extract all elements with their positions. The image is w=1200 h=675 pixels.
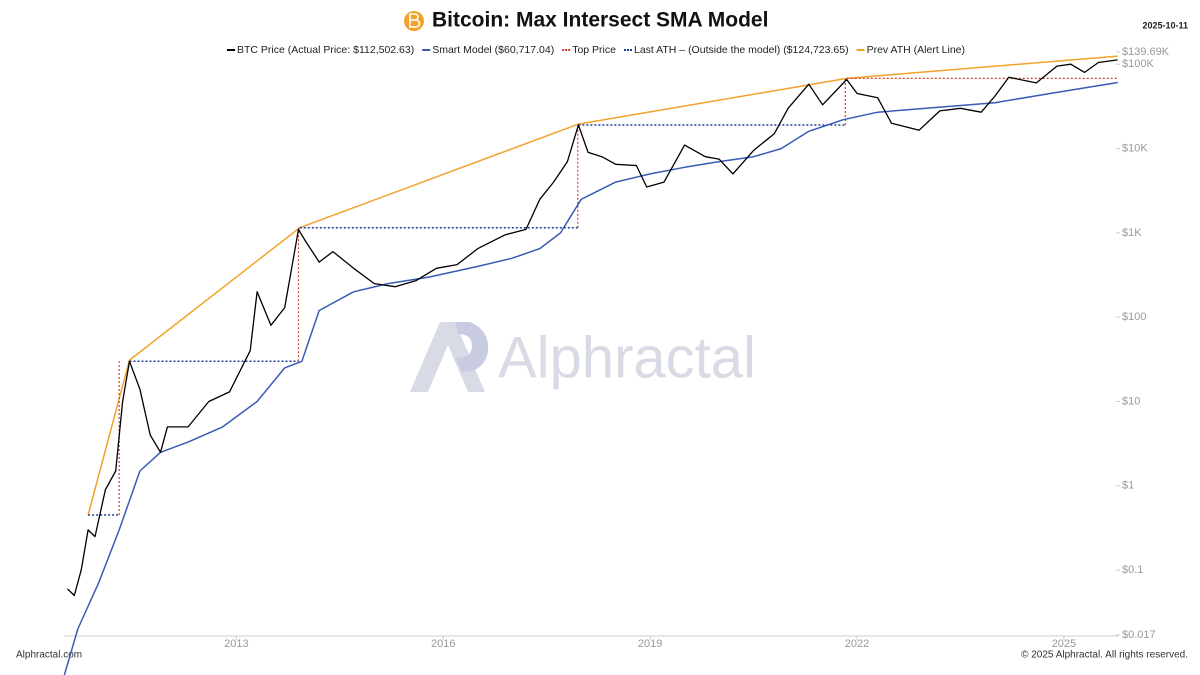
legend-item: Smart Model ($60,717.04) (422, 44, 554, 56)
legend-item: Prev ATH (Alert Line) (856, 44, 965, 56)
watermark-logo (455, 322, 489, 372)
y-tick-label: $100 (1122, 311, 1146, 323)
x-tick-label: 2013 (224, 638, 248, 650)
watermark-logo (410, 322, 485, 392)
legend-label: BTC Price (Actual Price: $112,502.63) (237, 44, 414, 56)
legend-label: Prev ATH (Alert Line) (867, 44, 965, 56)
y-tick-label: $10K (1122, 142, 1148, 154)
plot (63, 55, 1118, 675)
copyright: © 2025 Alphractal. All rights reserved. (1021, 650, 1188, 661)
watermark-text: Alphractal (498, 325, 756, 390)
legend-label: Top Price (572, 44, 616, 56)
legend: BTC Price (Actual Price: $112,502.63) Sma… (227, 44, 965, 56)
x-tick-label: 2025 (1052, 638, 1076, 650)
x-tick-label: 2019 (638, 638, 662, 650)
y-tick-label: $10 (1122, 395, 1140, 407)
y-tick-label: $1 (1122, 480, 1134, 492)
y-tick-label: $0.017 (1122, 629, 1156, 641)
source: Alphractal.com (16, 650, 82, 661)
x-tick-label: 2016 (431, 638, 455, 650)
y-tick-label: $139.69K (1122, 46, 1170, 58)
y-tick-label: $100K (1122, 58, 1154, 70)
x-tick-label: 2022 (845, 638, 869, 650)
y-tick-label: $0.1 (1122, 564, 1143, 576)
legend-label: Last ATH – (Outside the model) ($124,723… (634, 44, 849, 56)
watermark: Alphractal (410, 322, 756, 392)
series-line (88, 124, 846, 516)
chart-title: Bitcoin: Max Intersect SMA Model (432, 9, 768, 32)
series-line (63, 81, 1118, 675)
series-line (118, 77, 1118, 515)
series-line (66, 59, 1118, 597)
date: 2025-10-11 (1142, 20, 1188, 30)
legend-label: Smart Model ($60,717.04) (432, 44, 554, 56)
legend-item: Top Price (562, 44, 616, 56)
y-tick-label: $1K (1122, 227, 1142, 239)
series-line (87, 55, 1118, 516)
bitcoin-icon (409, 13, 421, 28)
legend-item: BTC Price (Actual Price: $112,502.63) (227, 44, 414, 56)
legend-item: Last ATH – (Outside the model) ($124,723… (623, 44, 849, 56)
